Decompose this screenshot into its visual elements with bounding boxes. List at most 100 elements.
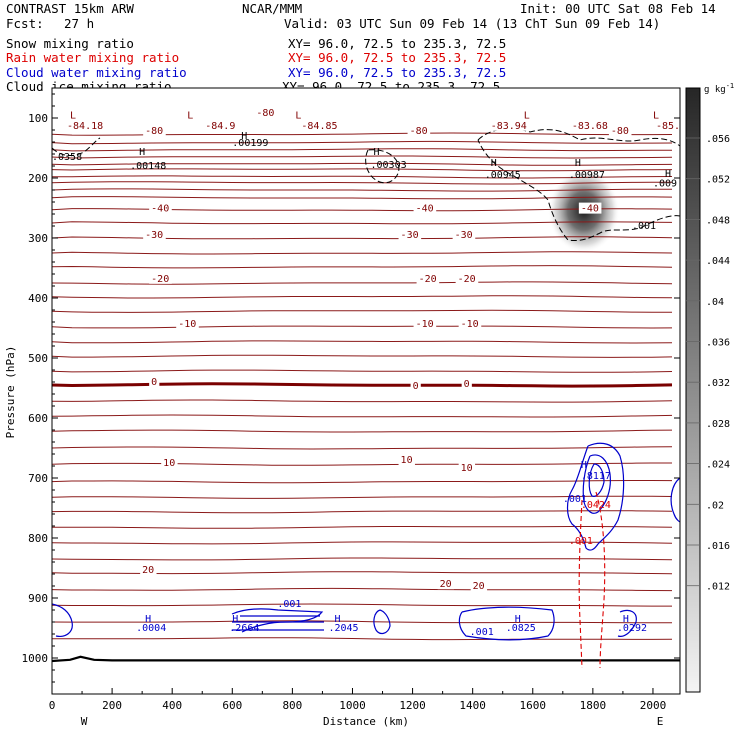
colorbar-ramp <box>685 87 701 693</box>
label-knockout <box>65 119 107 131</box>
y-tick-label: 900 <box>28 592 48 605</box>
colorbar: .056 .052 .048 .044 .04 .036 .032 .028 .024 .02 .0… <box>685 82 734 693</box>
legend-snow-name: Snow mixing ratio <box>6 36 134 51</box>
isotherm-line <box>52 480 673 484</box>
isotherm-line <box>52 620 672 624</box>
isotherm-line <box>52 140 673 145</box>
label-knockout <box>149 202 172 214</box>
isotherm-label: -83.94 <box>491 121 527 132</box>
isotherm-label: -85.00 <box>656 121 692 132</box>
isotherm-label: -20 <box>151 274 169 285</box>
isotherm-label: -83.68 <box>572 121 608 132</box>
snow-high-marker: H <box>491 158 497 169</box>
isotherm-label: 10 <box>401 455 413 466</box>
label-knockout <box>398 454 415 465</box>
cloud-water-label: H <box>581 460 587 471</box>
snow-mixing-ratio-contours <box>52 128 680 241</box>
cloud-water-contour-west <box>52 603 73 637</box>
isotherm-label: -10 <box>178 319 196 330</box>
label-knockout <box>410 380 421 392</box>
cloud-water-label: .0825 <box>506 623 536 634</box>
snow-max-value: .00199 <box>232 138 268 149</box>
label-knockout <box>149 272 172 284</box>
isotherm-line <box>52 557 673 561</box>
x-tick-label: 1200 <box>399 699 426 712</box>
label-knockout <box>143 229 166 240</box>
snow-high-marker: H <box>139 147 145 158</box>
isotherm-line <box>52 429 673 433</box>
isotherm-line <box>52 369 673 373</box>
isotherm-line <box>52 281 673 285</box>
cloud-water-label: .0004 <box>136 623 166 634</box>
label-knockout <box>161 457 178 468</box>
isotherm-line <box>52 340 673 344</box>
temperature-low-marker: L <box>295 111 301 122</box>
x-tick-label: 1000 <box>339 699 366 712</box>
isotherm-line <box>52 251 673 255</box>
isotherm-label: 0 <box>413 381 419 392</box>
colorbar-label: .044 <box>706 256 730 267</box>
cloud-water-contour-800 <box>232 615 324 631</box>
legend-cloud-water-name: Cloud water mixing ratio <box>6 65 187 80</box>
snow-high-marker: H <box>374 147 380 158</box>
x-tick-label: 0 <box>49 699 56 712</box>
init-time: Init: 00 UTC Sat 08 Feb 14 <box>520 1 716 16</box>
isotherm-line <box>52 510 673 514</box>
label-knockout <box>413 317 437 329</box>
isotherm-label: -30 <box>455 230 473 241</box>
cloud-water-label: H <box>515 614 521 625</box>
isotherm-line <box>52 295 673 299</box>
isotherm-label: -20 <box>419 274 437 285</box>
rain-water-label: .001 <box>569 536 593 547</box>
snow-high-marker: H <box>575 158 581 169</box>
cloud-water-label: .001 <box>277 599 301 610</box>
cloud-water-tower-outer <box>566 442 625 551</box>
isotherm-line <box>52 181 672 185</box>
isotherm-line <box>52 196 673 200</box>
x-tick-label: 600 <box>222 699 242 712</box>
cloud-water-label: .001 <box>470 627 494 638</box>
label-knockout <box>293 109 304 121</box>
x-axis: 0 200 400 600 800 1000 1200 1400 1600 1800 2000 <box>49 688 666 712</box>
isotherm-line <box>52 462 672 466</box>
legend-rain-name: Rain water mixing ratio <box>6 50 179 65</box>
cloud-water-label: H <box>623 614 629 625</box>
model-title: CONTRAST 15km ARW <box>6 1 134 16</box>
cloud-water-label: .001 <box>563 494 587 505</box>
label-knockout <box>452 229 476 240</box>
y-tick-label: 100 <box>28 112 48 125</box>
label-knockout <box>398 229 422 240</box>
snow-max-value: .00303 <box>371 160 407 171</box>
colorbar-unit-base: g kg <box>704 85 726 95</box>
isotherm-label: 10 <box>461 463 473 474</box>
isotherm-line <box>52 265 673 269</box>
snow-high-marker: H <box>241 131 247 142</box>
label-knockout <box>455 272 479 284</box>
label-knockout <box>149 376 160 387</box>
isotherm-label: 10 <box>163 458 175 469</box>
cloud-water-label: H <box>145 614 151 625</box>
colorbar-label: .052 <box>706 175 730 186</box>
fcst-value: 27 h <box>64 16 94 31</box>
isotherm-line <box>52 446 673 450</box>
label-knockout <box>416 272 440 284</box>
isotherm-line <box>52 148 673 152</box>
cloud-water-contour-east <box>670 477 680 523</box>
legend-snow-xy: XY= 96.0, 72.5 to 235.3, 72.5 <box>288 36 506 51</box>
x-tick-label: 1800 <box>580 699 607 712</box>
colorbar-label: .024 <box>706 460 730 471</box>
isotherm-label: 0 <box>464 379 470 390</box>
cloud-water-label: .0292 <box>617 623 647 634</box>
isotherm-line <box>52 637 673 641</box>
cloud-water-contour-1000 <box>373 609 391 635</box>
y-tick-label: 800 <box>28 532 48 545</box>
isotherm-label: -84.18 <box>67 121 103 132</box>
isotherm-line <box>52 309 673 313</box>
x-tick-label: 200 <box>102 699 122 712</box>
cloud-water-contours <box>52 442 680 641</box>
cloud-water-label: .2664 <box>229 623 259 634</box>
snow-max-value: .00987 <box>569 170 605 181</box>
label-knockout <box>521 109 532 121</box>
isotherm-label: 20 <box>473 581 485 592</box>
isotherm-line <box>52 188 672 192</box>
